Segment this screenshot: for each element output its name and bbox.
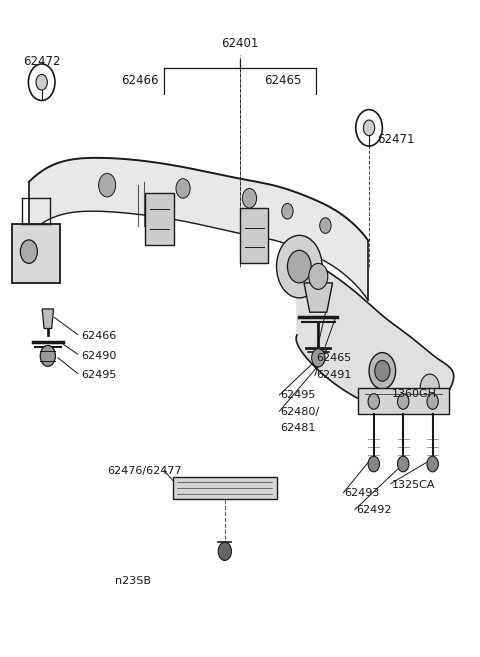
- Circle shape: [20, 240, 37, 263]
- Polygon shape: [29, 158, 368, 300]
- Circle shape: [36, 74, 48, 90]
- Circle shape: [368, 394, 380, 409]
- Circle shape: [309, 263, 328, 290]
- Circle shape: [368, 456, 380, 472]
- Text: 62401: 62401: [221, 37, 259, 50]
- Text: 1360GH: 1360GH: [392, 389, 437, 399]
- Circle shape: [375, 361, 390, 381]
- Circle shape: [363, 120, 375, 136]
- Text: 62492: 62492: [356, 505, 392, 514]
- Polygon shape: [240, 208, 268, 263]
- Polygon shape: [12, 224, 60, 283]
- Circle shape: [397, 394, 409, 409]
- Circle shape: [288, 250, 311, 283]
- Circle shape: [397, 456, 409, 472]
- Circle shape: [312, 349, 325, 367]
- Text: 62481: 62481: [280, 422, 316, 432]
- Polygon shape: [42, 309, 54, 328]
- Text: 62465: 62465: [264, 74, 301, 87]
- Circle shape: [369, 353, 396, 389]
- Text: 62495: 62495: [280, 390, 316, 400]
- Polygon shape: [145, 193, 174, 245]
- Text: 62491: 62491: [316, 371, 351, 380]
- Circle shape: [98, 173, 116, 197]
- Circle shape: [40, 346, 56, 367]
- Text: 62466: 62466: [81, 331, 116, 342]
- Text: 62466: 62466: [121, 74, 159, 87]
- Text: n23SB: n23SB: [115, 576, 151, 586]
- Circle shape: [218, 542, 231, 560]
- Text: 62465: 62465: [316, 353, 351, 363]
- Circle shape: [242, 189, 257, 208]
- Text: 1325CA: 1325CA: [392, 480, 435, 490]
- Circle shape: [320, 217, 331, 233]
- Text: 62480/: 62480/: [280, 407, 320, 417]
- Text: 62472: 62472: [23, 55, 60, 68]
- Polygon shape: [304, 283, 333, 312]
- Circle shape: [427, 456, 438, 472]
- Circle shape: [427, 394, 438, 409]
- Circle shape: [176, 179, 190, 198]
- Circle shape: [282, 204, 293, 219]
- Text: 62490: 62490: [81, 351, 117, 361]
- Polygon shape: [296, 250, 454, 414]
- Text: 62493: 62493: [344, 487, 380, 497]
- Polygon shape: [173, 477, 277, 499]
- Text: 62476/62477: 62476/62477: [107, 466, 182, 476]
- Circle shape: [276, 235, 322, 298]
- Text: 62495: 62495: [81, 371, 117, 380]
- Circle shape: [420, 374, 439, 400]
- Text: 62471: 62471: [378, 133, 415, 146]
- Polygon shape: [358, 388, 449, 415]
